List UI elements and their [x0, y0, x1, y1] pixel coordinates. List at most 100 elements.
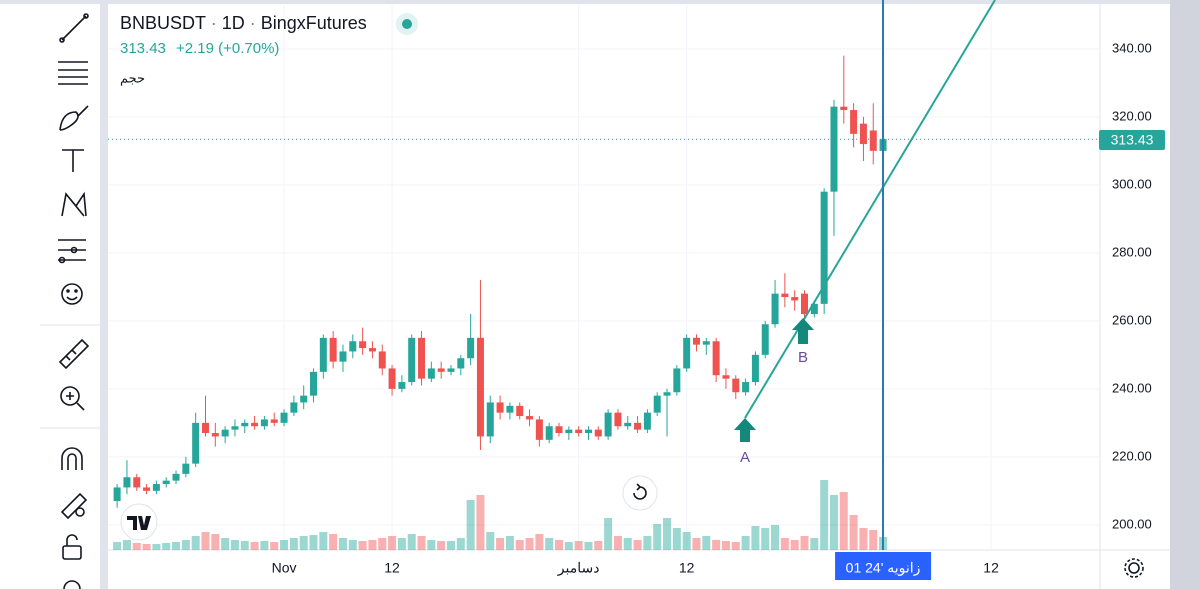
- settings-button[interactable]: [1124, 558, 1144, 578]
- volume-bar: [829, 495, 838, 550]
- candle-body: [388, 368, 396, 389]
- volume-bar: [201, 532, 210, 550]
- zoom-tool[interactable]: [60, 386, 85, 411]
- candle-body: [643, 412, 651, 430]
- candle-body: [251, 422, 259, 427]
- volume-bar: [456, 538, 465, 550]
- candle-body: [152, 484, 160, 491]
- volume-bar: [407, 534, 416, 550]
- pattern-tool[interactable]: [61, 191, 87, 217]
- volume-bar: [486, 532, 495, 550]
- volume-bar: [221, 538, 230, 550]
- price-change: +2.19 (+0.70%): [176, 40, 279, 57]
- candle-body: [761, 324, 769, 355]
- symbol: BNBUSDT: [120, 13, 206, 33]
- candle-body: [329, 337, 337, 362]
- y-tick-label: 340.00: [1112, 40, 1152, 55]
- candle-body: [712, 341, 720, 376]
- candle-body: [702, 341, 710, 345]
- volume-bar: [525, 538, 534, 550]
- x-tick-label: 12: [679, 560, 695, 576]
- candle-body: [133, 477, 141, 488]
- arrow-b[interactable]: [792, 318, 814, 344]
- candle-body: [201, 422, 209, 434]
- candle-body: [221, 429, 229, 437]
- candle-body: [732, 378, 740, 393]
- arrow-a[interactable]: [734, 418, 756, 442]
- prediction-tool[interactable]: [58, 239, 86, 264]
- ruler-tool[interactable]: [58, 338, 90, 370]
- volume-bar: [555, 540, 564, 550]
- candle-body: [270, 419, 278, 423]
- volume-bar: [712, 540, 721, 550]
- candle-body: [722, 375, 730, 379]
- candle-body: [683, 337, 691, 369]
- volume-bar: [633, 540, 642, 550]
- candle-body: [830, 106, 838, 192]
- candle-body: [182, 463, 190, 474]
- y-tick-label: 260.00: [1112, 312, 1152, 327]
- volume-bar: [653, 524, 662, 550]
- volume-label: حجم: [120, 70, 145, 86]
- eye-tool[interactable]: [63, 580, 81, 589]
- volume-bar: [682, 532, 691, 550]
- volume-bar: [299, 536, 308, 550]
- volume-bar: [476, 495, 485, 550]
- volume-bar: [270, 542, 279, 550]
- lock-tool[interactable]: [62, 534, 82, 560]
- candle-body: [457, 358, 465, 369]
- trend-line[interactable]: [744, 0, 996, 419]
- separator: ·: [206, 13, 222, 33]
- candle-body: [143, 487, 151, 491]
- grid: [108, 5, 1100, 550]
- x-label-highlight: [835, 552, 932, 580]
- candle-body: [801, 293, 809, 315]
- volume-bar: [721, 541, 730, 550]
- x-tick-label: 12: [384, 560, 400, 576]
- volume-bar: [329, 534, 338, 550]
- brush-tool[interactable]: [59, 105, 89, 131]
- price-label: 313.43: [1111, 132, 1154, 148]
- candle-body: [339, 351, 347, 362]
- candle-body: [418, 337, 426, 379]
- volume-bar: [211, 534, 220, 550]
- volume-bar: [613, 536, 622, 550]
- volume-bar: [741, 536, 750, 550]
- volume-bar: [122, 540, 131, 550]
- volume-bar: [535, 534, 544, 550]
- candle-body: [584, 429, 592, 434]
- candle-body: [260, 419, 268, 427]
- candle-body: [751, 354, 759, 383]
- volume-bar: [584, 542, 593, 550]
- lock-draw-tool[interactable]: [60, 492, 88, 520]
- candle-body: [565, 429, 573, 434]
- annotation: B: [798, 349, 808, 366]
- candle-body: [300, 395, 308, 403]
- volume-bar: [240, 541, 249, 550]
- volume-bar: [810, 538, 819, 550]
- candle-body: [604, 412, 612, 437]
- candle-body: [162, 480, 170, 485]
- volume-bar: [191, 536, 200, 550]
- volume-bar: [437, 541, 446, 550]
- candle-body: [810, 303, 818, 315]
- volume-bar: [731, 542, 740, 550]
- trend-line-tool[interactable]: [59, 13, 89, 43]
- candle-body: [280, 412, 288, 423]
- volume-bar: [417, 536, 426, 550]
- fib-tool[interactable]: [58, 61, 88, 85]
- toolbar-divider: [100, 0, 108, 589]
- text-tool[interactable]: [62, 149, 84, 172]
- reset-button[interactable]: [622, 475, 658, 511]
- volume-bar: [378, 538, 387, 550]
- candle-body: [850, 110, 858, 134]
- magnet-tool[interactable]: [61, 447, 83, 470]
- candle-body: [290, 402, 298, 413]
- emoji-tool[interactable]: [61, 283, 83, 305]
- price-label-box: [1099, 130, 1165, 150]
- volume-bar: [574, 541, 583, 550]
- candle-body: [172, 473, 180, 481]
- candle-body: [545, 426, 553, 440]
